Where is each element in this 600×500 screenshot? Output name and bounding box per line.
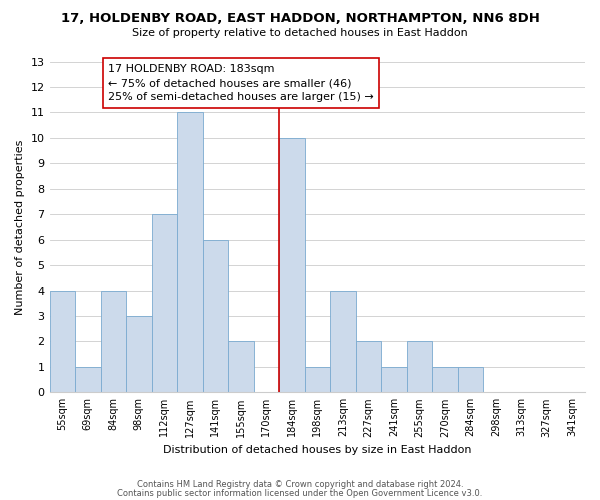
Y-axis label: Number of detached properties: Number of detached properties [15, 139, 25, 314]
Bar [177, 112, 203, 392]
Bar [101, 290, 126, 392]
Bar [50, 290, 75, 392]
Text: 17 HOLDENBY ROAD: 183sqm
← 75% of detached houses are smaller (46)
25% of semi-d: 17 HOLDENBY ROAD: 183sqm ← 75% of detach… [108, 64, 374, 102]
Bar [279, 138, 305, 392]
Bar [330, 290, 356, 392]
Bar [458, 367, 483, 392]
Text: 17, HOLDENBY ROAD, EAST HADDON, NORTHAMPTON, NN6 8DH: 17, HOLDENBY ROAD, EAST HADDON, NORTHAMP… [61, 12, 539, 26]
Bar [126, 316, 152, 392]
Bar [203, 240, 228, 392]
Bar [152, 214, 177, 392]
Text: Size of property relative to detached houses in East Haddon: Size of property relative to detached ho… [132, 28, 468, 38]
Bar [407, 342, 432, 392]
Text: Contains public sector information licensed under the Open Government Licence v3: Contains public sector information licen… [118, 488, 482, 498]
Bar [228, 342, 254, 392]
Bar [75, 367, 101, 392]
Bar [381, 367, 407, 392]
Text: Contains HM Land Registry data © Crown copyright and database right 2024.: Contains HM Land Registry data © Crown c… [137, 480, 463, 489]
Bar [356, 342, 381, 392]
X-axis label: Distribution of detached houses by size in East Haddon: Distribution of detached houses by size … [163, 445, 472, 455]
Bar [432, 367, 458, 392]
Bar [305, 367, 330, 392]
